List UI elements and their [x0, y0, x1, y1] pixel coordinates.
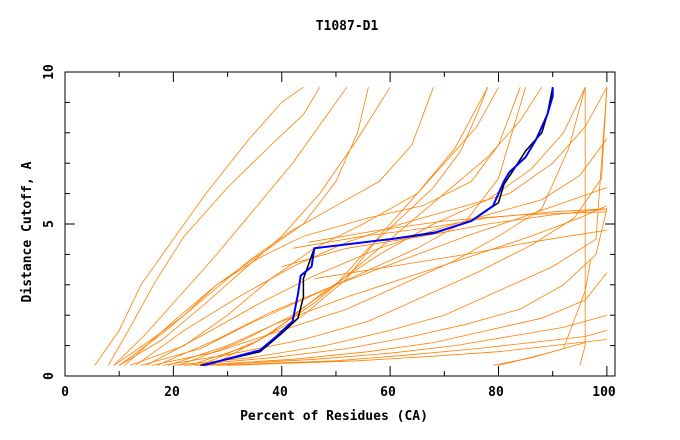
model-series-line [107, 86, 321, 366]
model-series-line [129, 87, 489, 366]
model-series-line [135, 87, 608, 366]
chart-title: T1087-D1 [316, 19, 379, 34]
model-series-line [178, 87, 489, 366]
model-series-line [194, 272, 608, 366]
x-tick-label: 60 [380, 385, 396, 400]
y-tick-label: 10 [42, 64, 57, 80]
x-tick-label: 80 [488, 385, 504, 400]
model-series-line [498, 260, 591, 366]
model-series-line [118, 86, 391, 366]
model-series-line [140, 87, 526, 366]
y-axis-label: Distance Cutoff, A [20, 161, 35, 302]
axis-ticks [64, 71, 615, 377]
model-series-line [493, 342, 586, 366]
model-series-line [124, 87, 521, 366]
x-axis-label: Percent of Residues (CA) [240, 409, 428, 424]
model-series-line [113, 86, 348, 366]
x-tick-label: 0 [61, 385, 69, 400]
model-series-line [227, 339, 607, 366]
model-series-line [118, 87, 434, 366]
model-series-line [314, 229, 607, 280]
model-series-line [308, 211, 607, 243]
y-tick-label: 0 [42, 372, 57, 380]
highlight-series-line [202, 87, 554, 367]
model-series-line [292, 208, 607, 249]
x-tick-label: 40 [272, 385, 288, 400]
model-series-line [211, 87, 586, 366]
x-tick-label: 20 [164, 385, 180, 400]
reference-series-line [200, 87, 554, 367]
model-series-line [281, 208, 607, 267]
y-tick-label: 5 [42, 220, 57, 228]
model-series-line [205, 314, 608, 366]
plot-frame [64, 71, 616, 377]
x-tick-label: 100 [592, 385, 616, 400]
model-series-line [173, 87, 608, 366]
series-layer [94, 86, 608, 367]
model-series-line [113, 87, 369, 366]
model-series-line [156, 187, 608, 366]
model-series-line [200, 86, 543, 366]
model-series-line [94, 86, 304, 366]
model-series-line [579, 87, 586, 366]
model-series-line [151, 87, 586, 366]
model-series-line [167, 205, 608, 366]
